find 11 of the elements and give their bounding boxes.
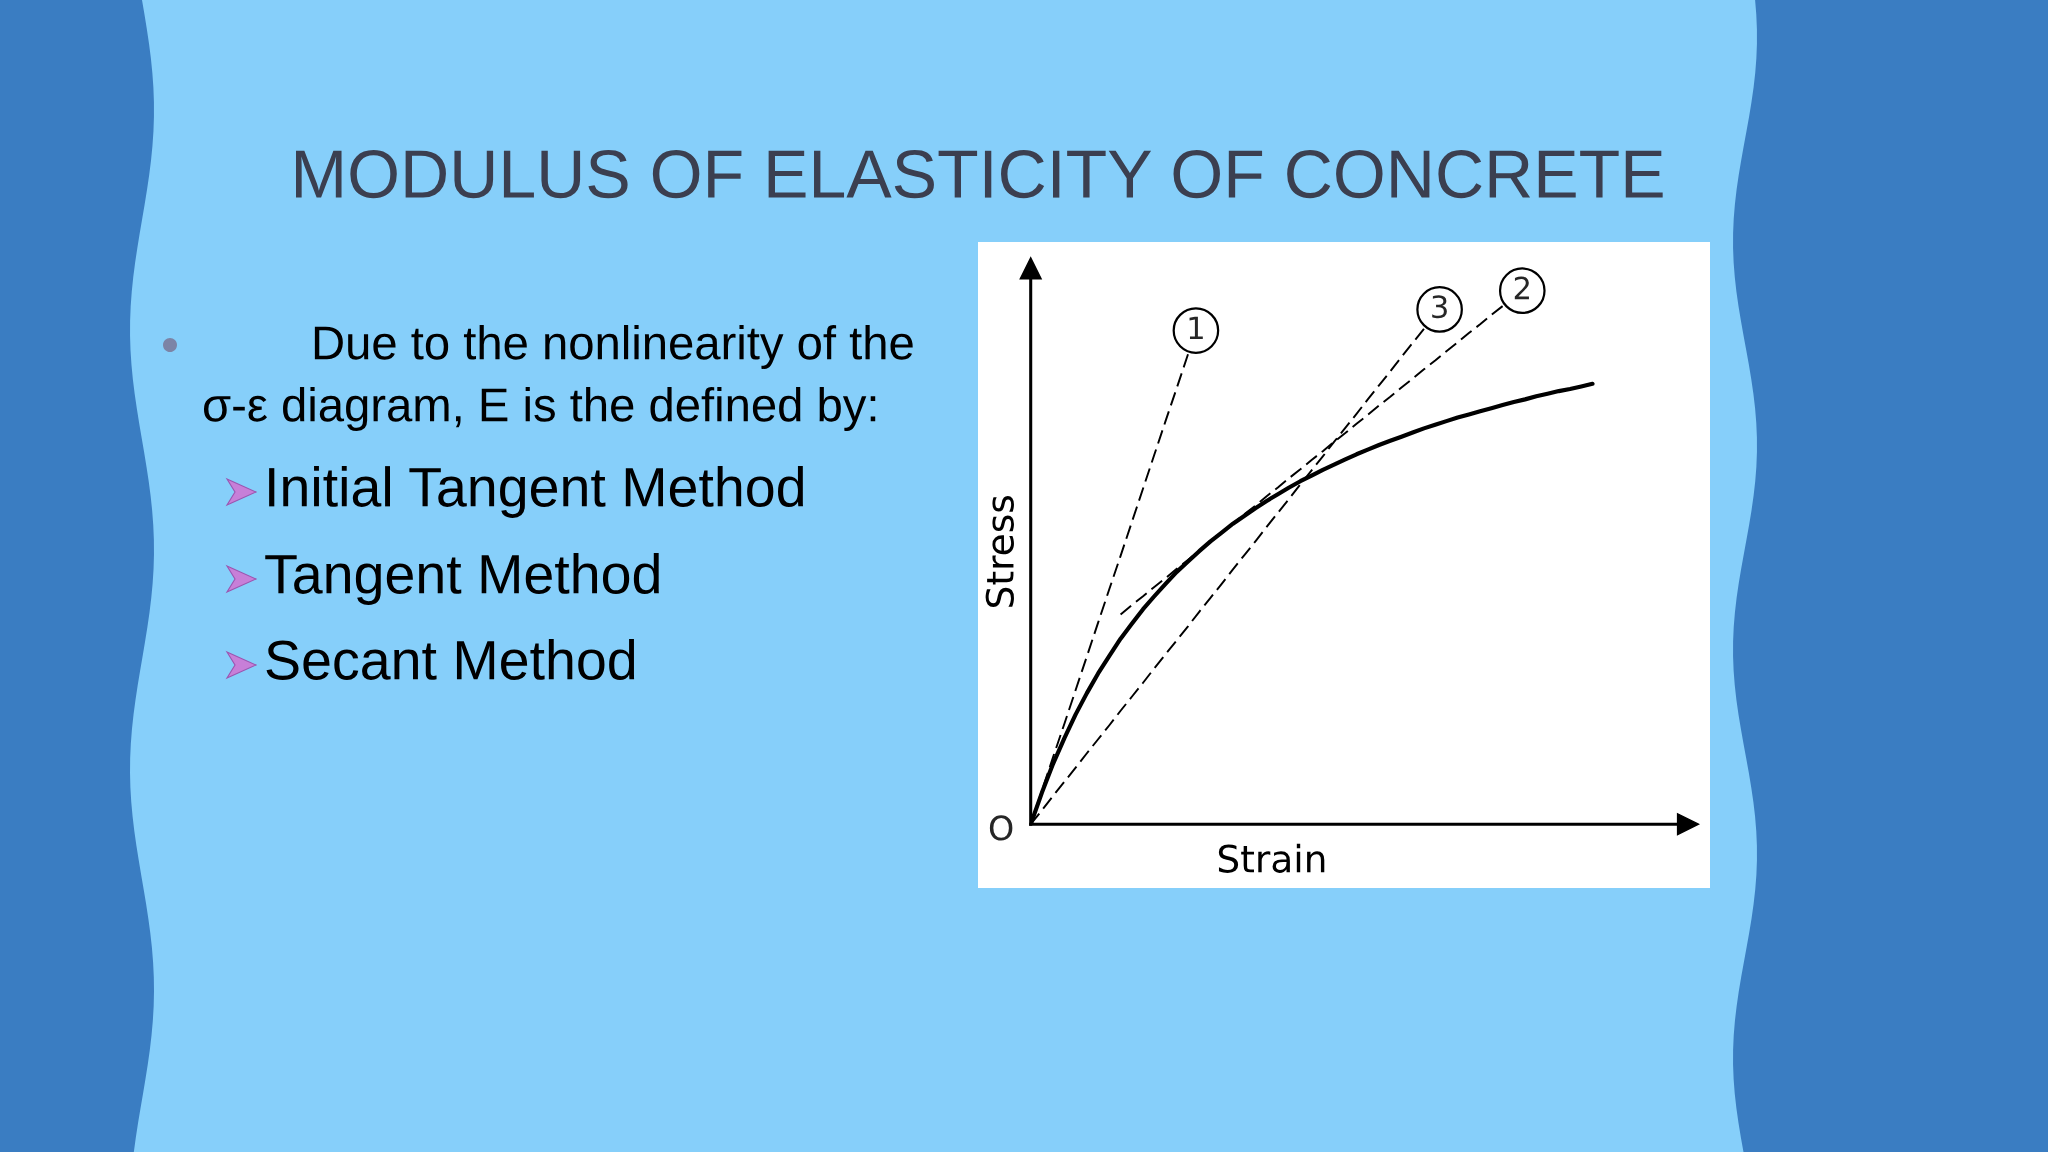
text: Tangent Method: [265, 553, 659, 605]
text: Secant Method: [266, 639, 635, 680]
y-axis-title: Stress: [985, 496, 1014, 607]
series-label: 2: [1514, 276, 1529, 300]
series-label: 1: [1189, 316, 1203, 340]
x-axis-title: Strain: [1218, 843, 1325, 873]
text: Due to the nonlinearity of the σ-ε diagram, E is the defined by:: [203, 324, 913, 432]
chart-title: MODULUS OF ELASTICITY OF CONCRETE: [296, 150, 1663, 199]
legend-label: 3: [1432, 295, 1447, 319]
text: Initial Tangent Method: [269, 466, 803, 518]
text: O: [989, 815, 1013, 841]
